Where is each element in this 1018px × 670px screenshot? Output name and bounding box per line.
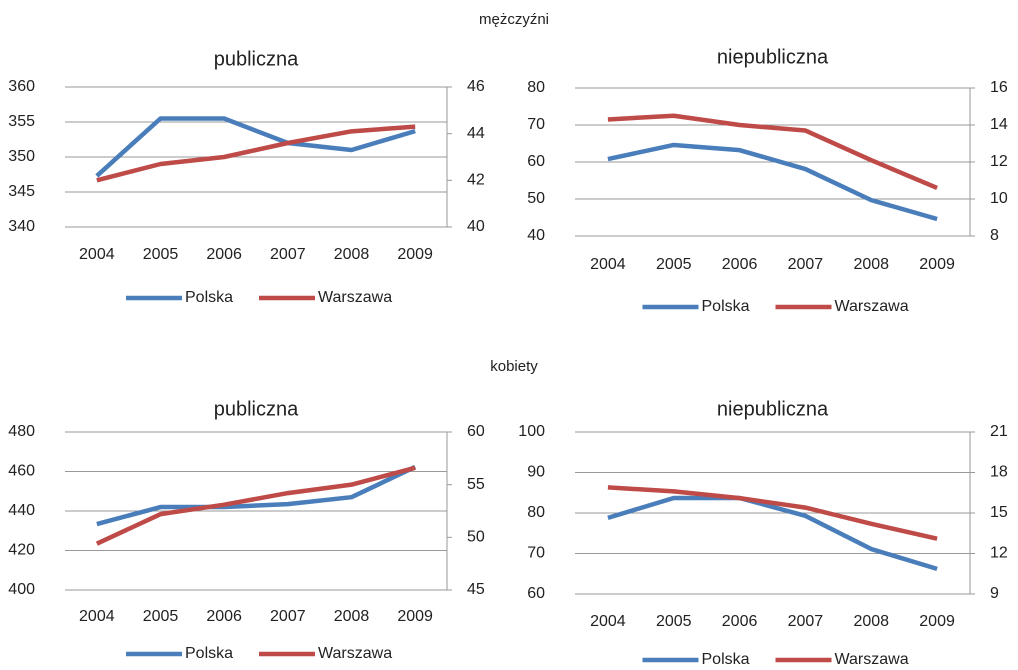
y2-tick-label: 16 <box>990 79 1008 96</box>
x-tick-label: 2007 <box>788 613 824 630</box>
section-title: mężczyźni <box>479 11 549 28</box>
y-tick-label: 345 <box>8 183 35 200</box>
y-tick-label: 80 <box>527 79 545 96</box>
x-tick-label: 2005 <box>656 256 692 273</box>
x-tick-label: 2009 <box>397 608 433 625</box>
chart-title: publiczna <box>214 398 299 420</box>
series-line <box>607 495 938 572</box>
x-tick-label: 2007 <box>788 256 824 273</box>
series-line <box>95 116 416 178</box>
legend-label: Polska <box>702 651 750 668</box>
y-tick-label: 40 <box>527 227 545 244</box>
chart-title: niepubliczna <box>717 398 829 420</box>
x-tick-label: 2009 <box>397 246 433 263</box>
y2-tick-label: 55 <box>467 476 485 493</box>
x-tick-label: 2006 <box>722 256 758 273</box>
legend-label: Warszawa <box>318 289 392 306</box>
series-line <box>607 113 938 190</box>
x-tick-label: 2007 <box>270 246 306 263</box>
y-tick-label: 70 <box>527 116 545 133</box>
legend-label: Warszawa <box>835 298 909 315</box>
x-tick-label: 2007 <box>270 608 306 625</box>
y-tick-label: 350 <box>8 148 35 165</box>
series-line <box>607 142 938 222</box>
y2-tick-label: 60 <box>467 423 485 440</box>
y2-tick-label: 14 <box>990 116 1008 133</box>
x-tick-label: 2008 <box>853 613 889 630</box>
y2-tick-label: 12 <box>990 153 1008 170</box>
legend-label: Polska <box>185 645 233 662</box>
legend-label: Warszawa <box>835 651 909 668</box>
y-tick-label: 90 <box>527 464 545 481</box>
x-tick-label: 2006 <box>206 608 242 625</box>
y2-tick-label: 40 <box>467 218 485 235</box>
y2-tick-label: 9 <box>990 585 999 602</box>
x-tick-label: 2004 <box>590 613 626 630</box>
series-line <box>607 485 938 541</box>
y2-tick-label: 46 <box>467 78 485 95</box>
x-tick-label: 2006 <box>206 246 242 263</box>
y2-tick-label: 18 <box>990 464 1008 481</box>
y-tick-label: 460 <box>8 463 35 480</box>
y-tick-label: 420 <box>8 542 35 559</box>
y-tick-label: 440 <box>8 502 35 519</box>
y2-tick-label: 50 <box>467 529 485 546</box>
legend-label: Polska <box>185 289 233 306</box>
y-tick-label: 70 <box>527 545 545 562</box>
x-tick-label: 2008 <box>853 256 889 273</box>
x-tick-label: 2005 <box>143 246 179 263</box>
y-tick-label: 340 <box>8 218 35 235</box>
y2-tick-label: 44 <box>467 125 485 142</box>
series-line <box>96 464 417 527</box>
y2-tick-label: 42 <box>467 172 485 189</box>
y2-tick-label: 15 <box>990 504 1008 521</box>
y-tick-label: 60 <box>527 585 545 602</box>
y2-tick-label: 8 <box>990 227 999 244</box>
y2-tick-label: 10 <box>990 190 1008 207</box>
series-line <box>95 465 416 546</box>
y-tick-label: 360 <box>8 78 35 95</box>
y-tick-label: 400 <box>8 581 35 598</box>
x-tick-label: 2005 <box>143 608 179 625</box>
x-tick-label: 2004 <box>79 246 115 263</box>
x-tick-label: 2008 <box>334 608 370 625</box>
chart-title: publiczna <box>214 48 299 70</box>
y2-tick-label: 45 <box>467 581 485 598</box>
y-tick-label: 480 <box>8 423 35 440</box>
y-tick-label: 80 <box>527 504 545 521</box>
y2-tick-label: 12 <box>990 545 1008 562</box>
section-title: kobiety <box>490 358 538 375</box>
x-tick-label: 2006 <box>722 613 758 630</box>
chart-title: niepubliczna <box>717 46 829 68</box>
x-tick-label: 2005 <box>656 613 692 630</box>
x-tick-label: 2008 <box>334 246 370 263</box>
y-tick-label: 50 <box>527 190 545 207</box>
y2-tick-label: 21 <box>990 423 1008 440</box>
y-tick-label: 60 <box>527 153 545 170</box>
y-tick-label: 355 <box>8 113 35 130</box>
series-line <box>96 124 416 183</box>
x-tick-label: 2004 <box>590 256 626 273</box>
x-tick-label: 2004 <box>79 608 115 625</box>
legend-label: Warszawa <box>318 645 392 662</box>
y-tick-label: 100 <box>518 423 545 440</box>
legend-label: Polska <box>702 298 750 315</box>
x-tick-label: 2009 <box>919 256 955 273</box>
x-tick-label: 2009 <box>919 613 955 630</box>
